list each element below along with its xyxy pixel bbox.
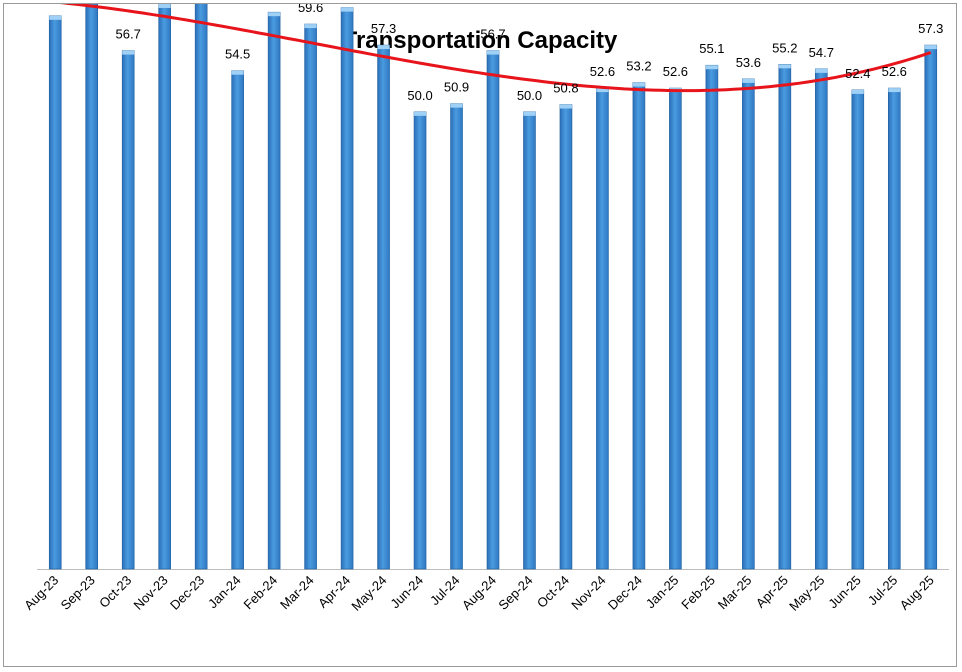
x-tick-label: Sep-23 — [58, 573, 98, 613]
bar-cap — [924, 45, 937, 50]
chart-frame: Transportation Capacity 60.564.356.761.8… — [3, 3, 957, 667]
bar-cap — [341, 7, 354, 12]
x-tick-label: Jul-24 — [427, 573, 463, 609]
bar-may-25 — [815, 68, 828, 570]
data-label: 54.5 — [225, 47, 250, 62]
x-tick-label: Aug-25 — [897, 573, 937, 613]
x-tick-label: Jan-25 — [643, 573, 682, 612]
bar-dec-24 — [632, 82, 646, 570]
bar-jan-24 — [231, 70, 244, 570]
x-tick-label: Apr-25 — [753, 573, 791, 611]
bar-sep-23 — [85, 4, 99, 570]
data-label: 60.5 — [43, 4, 68, 7]
data-label: 50.9 — [444, 80, 469, 95]
data-label: 52.6 — [590, 64, 615, 79]
bar-sep-24 — [523, 111, 536, 570]
bar-cap — [596, 88, 609, 93]
data-label: 55.1 — [699, 41, 724, 56]
bar-apr-25 — [778, 64, 792, 570]
data-label: 59.6 — [298, 4, 323, 15]
bar-cap — [377, 45, 390, 50]
bar-cap — [705, 65, 718, 70]
bar-cap — [414, 111, 427, 116]
bar-feb-25 — [705, 64, 719, 570]
x-tick-label: Mar-24 — [277, 573, 317, 613]
data-label: 56.7 — [480, 27, 505, 42]
data-label: 53.2 — [626, 59, 651, 74]
bar-dec-23 — [194, 4, 208, 570]
x-tick-label: Aug-23 — [21, 573, 61, 613]
data-label: 55.2 — [772, 40, 797, 55]
bar-cap — [450, 103, 463, 108]
data-label: 57.3 — [918, 21, 943, 36]
bar-nov-24 — [596, 87, 609, 570]
bar-jun-25 — [851, 89, 865, 570]
bar-cap — [268, 12, 281, 17]
bar-oct-24 — [559, 104, 573, 570]
x-tick-label: Sep-24 — [495, 573, 535, 613]
x-tick-label: Feb-24 — [240, 573, 280, 613]
x-tick-label: May-25 — [786, 573, 827, 614]
bar-jun-24 — [413, 111, 427, 570]
bar-mar-25 — [742, 78, 755, 570]
bar-cap — [632, 82, 645, 87]
bar-apr-24 — [340, 7, 354, 570]
bar-cap — [559, 104, 572, 109]
x-tick-label: Dec-24 — [605, 573, 645, 613]
data-label: 52.6 — [663, 64, 688, 79]
bar-cap — [49, 15, 62, 20]
x-tick-label: Mar-25 — [715, 573, 755, 613]
x-tick-label: Feb-25 — [678, 573, 718, 613]
chart: Transportation Capacity 60.564.356.761.8… — [21, 4, 949, 614]
x-tick-label: Nov-23 — [131, 573, 171, 613]
data-label: 54.7 — [809, 45, 834, 60]
bar-aug-25 — [924, 44, 938, 570]
bar-cap — [815, 68, 828, 73]
x-tick-label: Nov-24 — [568, 573, 608, 613]
x-tick-label: Jan-24 — [205, 573, 244, 612]
bar-cap — [487, 50, 499, 55]
bar-cap — [888, 88, 901, 93]
x-tick-label: Dec-23 — [167, 573, 207, 613]
x-tick-label: Apr-24 — [315, 573, 353, 611]
bar-oct-23 — [121, 50, 135, 570]
trendline — [59, 4, 932, 93]
bar-jan-25 — [669, 87, 682, 570]
data-label: 57.3 — [371, 21, 396, 36]
x-tick-label: Oct-23 — [96, 573, 134, 611]
bar-cap — [742, 78, 755, 83]
bar-cap — [122, 50, 135, 55]
data-label: 52.6 — [882, 64, 907, 79]
bar-aug-24 — [486, 50, 500, 570]
x-tick-label: Aug-24 — [459, 573, 499, 613]
data-label: 52.4 — [845, 66, 870, 81]
bar-nov-23 — [158, 4, 171, 570]
bar-cap — [523, 111, 536, 116]
bar-feb-24 — [267, 11, 281, 570]
bar-cap — [231, 70, 244, 75]
bar-cap — [158, 4, 171, 8]
bar-cap — [851, 89, 864, 94]
x-tick-label: May-24 — [348, 573, 389, 614]
bar-aug-23 — [48, 15, 62, 570]
x-tick-label: Jul-25 — [865, 573, 901, 609]
data-label: 53.6 — [736, 55, 761, 70]
data-label: 50.0 — [407, 88, 432, 103]
data-label: 50.8 — [553, 81, 578, 96]
bar-jul-25 — [887, 87, 901, 570]
bar-may-24 — [377, 44, 390, 570]
data-label: 50.0 — [517, 88, 542, 103]
x-tick-label: Jun-25 — [825, 573, 864, 612]
data-label: 56.7 — [116, 27, 141, 42]
x-tick-label: Oct-24 — [534, 573, 572, 611]
bar-jul-24 — [450, 103, 463, 570]
bar-mar-24 — [304, 23, 317, 570]
bar-cap — [304, 24, 317, 29]
bar-cap — [778, 64, 791, 69]
x-tick-label: Jun-24 — [387, 573, 426, 612]
